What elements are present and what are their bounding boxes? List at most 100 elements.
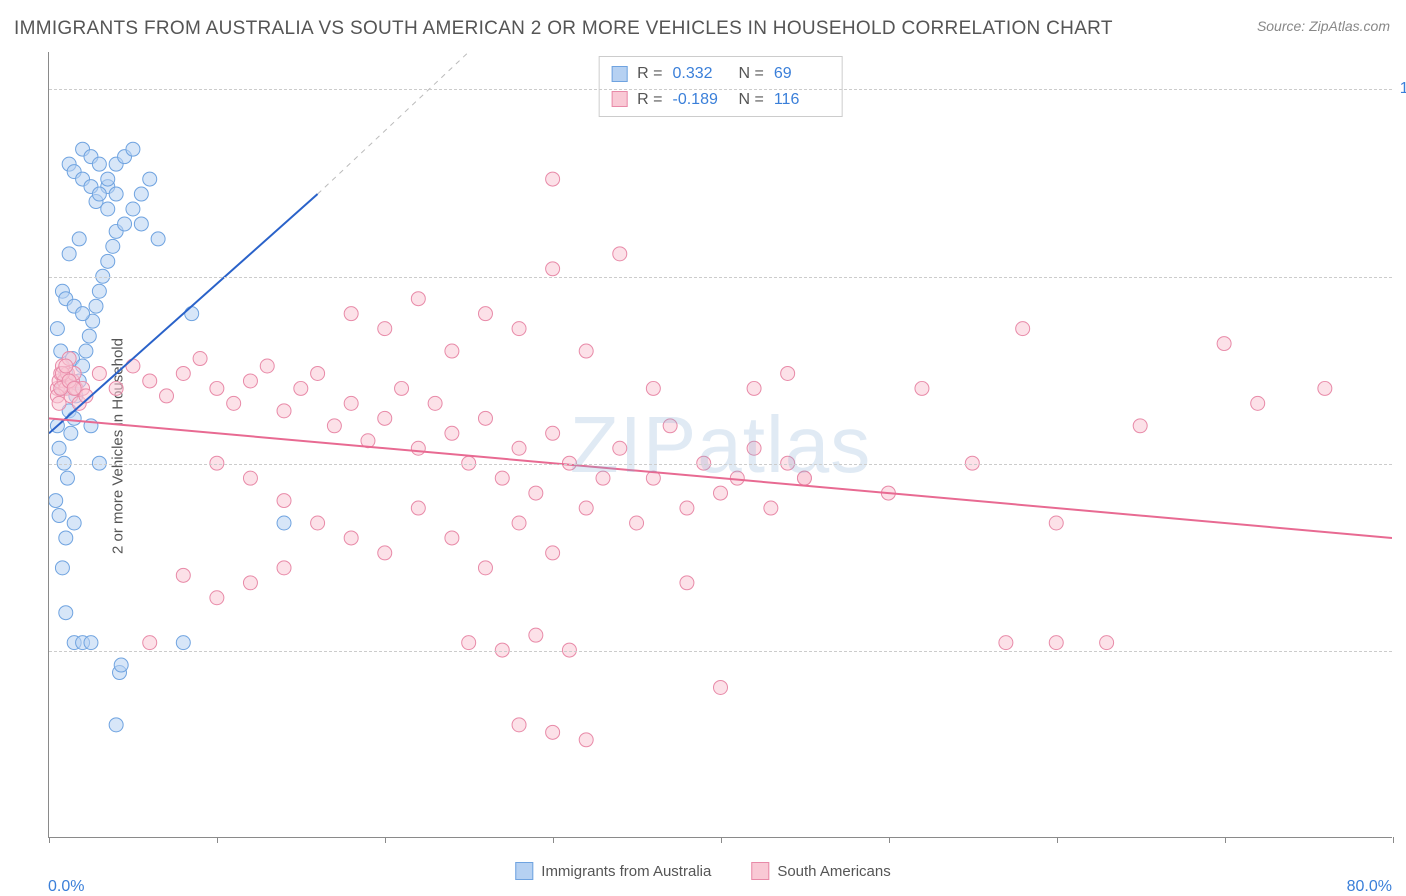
legend-swatch [611, 91, 627, 107]
x-tick-mark [49, 837, 50, 843]
scatter-point [378, 411, 392, 425]
scatter-point [160, 389, 174, 403]
scatter-point [747, 441, 761, 455]
scatter-point [101, 254, 115, 268]
scatter-point [512, 441, 526, 455]
scatter-point [52, 396, 66, 410]
scatter-point [92, 284, 106, 298]
stats-r-label: R = [637, 87, 662, 113]
x-tick-mark [1393, 837, 1394, 843]
scatter-point [714, 680, 728, 694]
scatter-point [193, 352, 207, 366]
scatter-point [126, 359, 140, 373]
scatter-point [327, 419, 341, 433]
scatter-point [344, 307, 358, 321]
scatter-point [1100, 636, 1114, 650]
scatter-point [72, 232, 86, 246]
scatter-point [445, 426, 459, 440]
scatter-point [277, 561, 291, 575]
x-tick-mark [217, 837, 218, 843]
legend-item: Immigrants from Australia [515, 862, 711, 880]
source-attribution: Source: ZipAtlas.com [1257, 18, 1390, 34]
scatter-point [243, 576, 257, 590]
scatter-point [101, 202, 115, 216]
scatter-point [512, 322, 526, 336]
scatter-point [512, 718, 526, 732]
scatter-point [126, 142, 140, 156]
scatter-point [89, 299, 103, 313]
scatter-point [92, 187, 106, 201]
scatter-point [277, 516, 291, 530]
scatter-point [260, 359, 274, 373]
scatter-point [67, 516, 81, 530]
scatter-point [227, 396, 241, 410]
scatter-point [109, 187, 123, 201]
scatter-point [512, 516, 526, 530]
scatter-point [67, 411, 81, 425]
x-tick-mark [889, 837, 890, 843]
scatter-point [109, 381, 123, 395]
scatter-point [50, 322, 64, 336]
scatter-point [176, 366, 190, 380]
scatter-point [106, 239, 120, 253]
scatter-point [311, 516, 325, 530]
x-tick-min: 0.0% [48, 878, 84, 896]
scatter-point [445, 531, 459, 545]
grid-line [49, 89, 1392, 90]
scatter-point [663, 419, 677, 433]
legend-swatch [611, 66, 627, 82]
scatter-point [59, 359, 73, 373]
chart-container: IMMIGRANTS FROM AUSTRALIA VS SOUTH AMERI… [0, 0, 1406, 892]
scatter-point [294, 381, 308, 395]
scatter-point [411, 292, 425, 306]
scatter-point [613, 441, 627, 455]
scatter-point [62, 247, 76, 261]
scatter-point [277, 404, 291, 418]
scatter-point [176, 636, 190, 650]
scatter-point [546, 426, 560, 440]
scatter-point [109, 718, 123, 732]
scatter-point [915, 381, 929, 395]
grid-line [49, 651, 1392, 652]
scatter-point [101, 172, 115, 186]
scatter-point [185, 307, 199, 321]
scatter-point [64, 426, 78, 440]
scatter-point [1318, 381, 1332, 395]
scatter-point [529, 628, 543, 642]
scatter-point [134, 187, 148, 201]
scatter-point [114, 658, 128, 672]
bottom-legend: Immigrants from Australia South Americans [515, 862, 890, 880]
scatter-point [59, 531, 73, 545]
scatter-point [52, 509, 66, 523]
scatter-point [311, 366, 325, 380]
scatter-point [1049, 516, 1063, 530]
scatter-point [428, 396, 442, 410]
stats-row: R =-0.189N =116 [611, 87, 830, 113]
chart-title: IMMIGRANTS FROM AUSTRALIA VS SOUTH AMERI… [14, 18, 1113, 40]
scatter-point [714, 486, 728, 500]
scatter-point [344, 531, 358, 545]
scatter-point [495, 471, 509, 485]
x-tick-mark [553, 837, 554, 843]
scatter-point [546, 262, 560, 276]
scatter-point [781, 366, 795, 380]
scatter-point [76, 307, 90, 321]
scatter-point [1049, 636, 1063, 650]
x-tick-mark [385, 837, 386, 843]
scatter-point [579, 501, 593, 515]
scatter-point [797, 471, 811, 485]
scatter-point [60, 471, 74, 485]
stats-n-label: N = [739, 61, 764, 87]
scatter-point [680, 501, 694, 515]
scatter-point [478, 411, 492, 425]
scatter-point [613, 247, 627, 261]
scatter-point [1016, 322, 1030, 336]
grid-line [49, 464, 1392, 465]
scatter-point [151, 232, 165, 246]
scatter-point [579, 344, 593, 358]
legend-item: South Americans [751, 862, 890, 880]
scatter-point [84, 636, 98, 650]
scatter-point [680, 576, 694, 590]
scatter-point [344, 396, 358, 410]
scatter-point [764, 501, 778, 515]
